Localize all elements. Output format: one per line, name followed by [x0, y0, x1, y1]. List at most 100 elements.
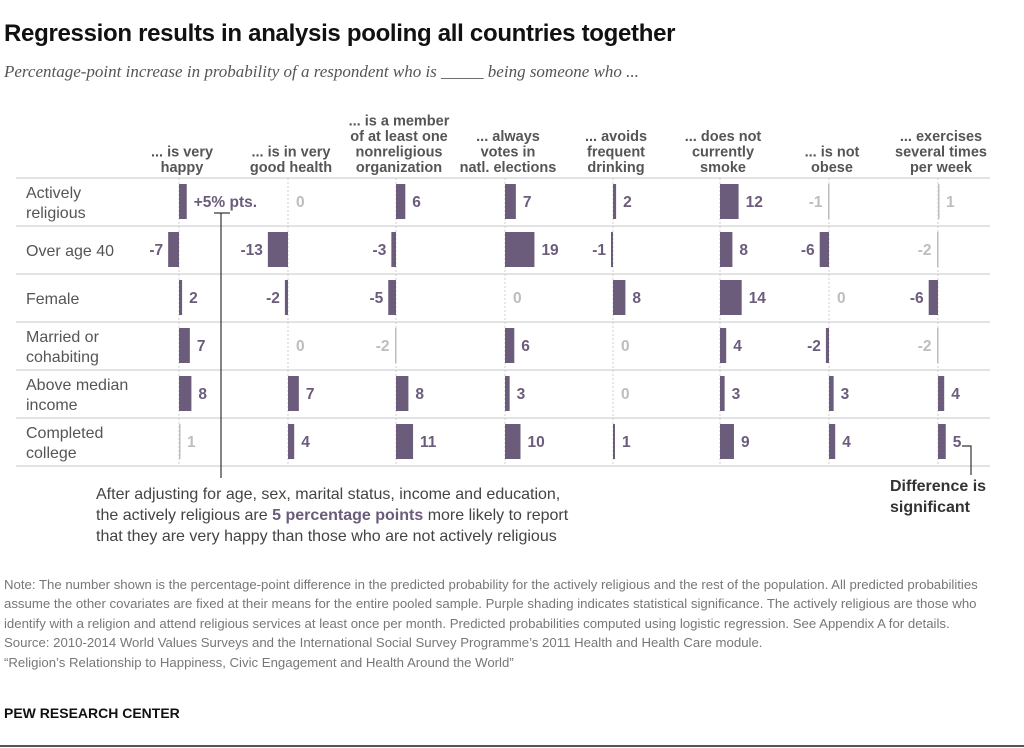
bar	[396, 424, 414, 459]
column-header: ... is in very	[252, 145, 331, 161]
row-label: Above median	[26, 377, 128, 394]
annotation-line: that they are very happy than those who …	[96, 528, 557, 545]
data-label: 4	[951, 386, 960, 403]
column-header: obese	[811, 160, 853, 176]
data-label: 7	[306, 386, 315, 403]
bar	[825, 328, 829, 363]
data-label: 8	[632, 290, 641, 307]
data-label: 3	[732, 386, 741, 403]
row-label: Over age 40	[26, 243, 114, 260]
bar	[505, 424, 521, 459]
data-label: 1	[622, 434, 631, 451]
bottom-divider	[0, 745, 1024, 747]
bar	[284, 280, 288, 315]
bar	[829, 376, 834, 411]
data-label: -5	[369, 290, 383, 307]
significance-annotation: Difference is significant	[890, 476, 986, 518]
data-label: -6	[801, 242, 815, 259]
data-label: -2	[807, 338, 821, 355]
data-label: 0	[296, 194, 305, 211]
bar	[720, 232, 733, 267]
bar	[505, 376, 510, 411]
row-label: Married or	[26, 329, 100, 346]
row-label: Completed	[26, 425, 103, 442]
footnote: Note: The number shown is the percentage…	[4, 575, 1004, 672]
bar	[613, 184, 617, 219]
data-label: -1	[809, 194, 823, 211]
data-label: -1	[592, 242, 606, 259]
row-label: income	[26, 397, 78, 414]
bar	[388, 280, 396, 315]
data-label: 6	[521, 338, 530, 355]
row-label: college	[26, 445, 77, 462]
data-label: -2	[376, 338, 390, 355]
data-label: 2	[189, 290, 198, 307]
bar	[720, 280, 742, 315]
column-header: natl. elections	[460, 160, 557, 176]
column-header: drinking	[587, 160, 644, 176]
data-label: 1	[187, 434, 196, 451]
bar	[937, 328, 939, 363]
significance-line: significant	[890, 499, 971, 516]
data-label: 11	[420, 434, 437, 451]
data-label: 6	[412, 194, 421, 211]
bar	[505, 184, 516, 219]
data-label: -2	[266, 290, 280, 307]
bar	[395, 328, 397, 363]
bar	[396, 376, 409, 411]
significance-line: Difference is	[890, 478, 987, 495]
bar	[613, 280, 626, 315]
chart-title: Regression results in analysis pooling a…	[4, 20, 676, 47]
data-label: 14	[749, 290, 767, 307]
report-title: “Religion’s Relationship to Happiness, C…	[4, 654, 514, 670]
column-header: smoke	[700, 160, 746, 176]
column-header: several times	[895, 145, 987, 161]
bar	[928, 280, 938, 315]
data-label: 19	[541, 242, 559, 259]
data-label: 4	[842, 434, 851, 451]
annotation-emphasis: 5 percentage points	[272, 507, 424, 524]
bar	[829, 424, 836, 459]
chart-subtitle: Percentage-point increase in probability…	[4, 62, 639, 81]
bar	[938, 184, 940, 219]
bar	[828, 184, 830, 219]
column-header: currently	[692, 145, 754, 161]
bar	[391, 232, 396, 267]
data-label: 4	[733, 338, 742, 355]
data-label: 1	[946, 194, 955, 211]
data-label: -6	[910, 290, 924, 307]
row-label: religious	[26, 205, 86, 222]
bar	[179, 184, 187, 219]
data-label: 3	[841, 386, 850, 403]
data-label: 0	[837, 290, 846, 307]
data-label: 8	[198, 386, 207, 403]
data-label: 0	[621, 338, 630, 355]
data-label: 3	[517, 386, 526, 403]
data-label: -2	[918, 242, 932, 259]
column-header: of at least one	[350, 129, 448, 145]
bar	[613, 424, 615, 459]
row-label: Actively	[26, 185, 81, 202]
column-header: nonreligious	[356, 145, 443, 161]
column-header: ... exercises	[900, 129, 982, 145]
annotation-text: the actively religious are	[96, 507, 273, 524]
row-label: Female	[26, 291, 79, 308]
note-text: Note: The number shown is the percentage…	[4, 577, 978, 631]
data-label: 0	[621, 386, 630, 403]
annotation-line: After adjusting for age, sex, marital st…	[96, 486, 561, 503]
bar	[288, 376, 299, 411]
data-label: 8	[415, 386, 424, 403]
data-label: 0	[513, 290, 522, 307]
column-header: ... is not	[805, 145, 860, 161]
data-label: 9	[741, 434, 750, 451]
bar	[179, 280, 183, 315]
column-header: frequent	[587, 145, 645, 161]
bar	[505, 232, 535, 267]
column-header: ... does not	[685, 129, 762, 145]
column-header: votes in	[481, 145, 536, 161]
bar	[267, 232, 288, 267]
source-text: Source: 2010-2014 World Values Surveys a…	[4, 635, 763, 651]
column-header: per week	[910, 160, 973, 176]
column-header: ... is very	[151, 145, 213, 161]
